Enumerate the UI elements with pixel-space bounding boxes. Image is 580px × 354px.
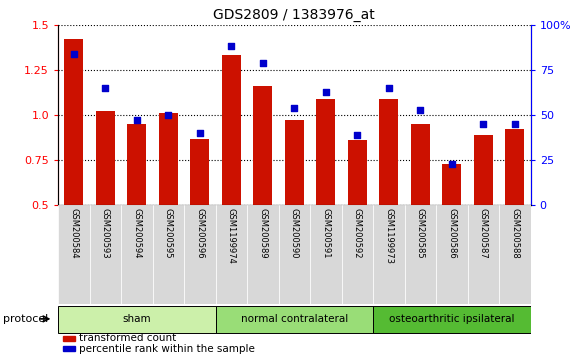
Bar xyxy=(64,39,83,205)
Point xyxy=(164,112,173,118)
Text: GSM200589: GSM200589 xyxy=(258,208,267,259)
Point xyxy=(353,132,362,138)
Bar xyxy=(247,205,278,304)
Bar xyxy=(96,112,115,205)
Text: GSM1199973: GSM1199973 xyxy=(385,208,393,264)
Bar xyxy=(499,205,531,304)
Bar xyxy=(278,205,310,304)
Text: GSM200586: GSM200586 xyxy=(447,208,456,259)
Text: sham: sham xyxy=(122,314,151,324)
Bar xyxy=(379,99,398,205)
Text: protocol: protocol xyxy=(3,314,48,324)
Text: GSM200596: GSM200596 xyxy=(195,208,204,259)
Point xyxy=(321,89,331,95)
Text: percentile rank within the sample: percentile rank within the sample xyxy=(79,343,255,354)
Bar xyxy=(222,56,241,205)
Bar xyxy=(436,205,467,304)
Text: GSM200584: GSM200584 xyxy=(69,208,78,259)
Bar xyxy=(373,306,531,333)
Bar xyxy=(63,346,75,351)
Bar xyxy=(285,120,304,205)
Point xyxy=(447,161,456,167)
Point xyxy=(416,107,425,113)
Text: GSM200588: GSM200588 xyxy=(510,208,520,259)
Point xyxy=(290,105,299,111)
Bar xyxy=(405,205,436,304)
Text: GSM200592: GSM200592 xyxy=(353,208,362,259)
Point xyxy=(258,60,267,65)
Bar xyxy=(190,138,209,205)
Bar xyxy=(216,306,373,333)
Point xyxy=(479,121,488,127)
Bar xyxy=(348,140,367,205)
Bar xyxy=(159,113,177,205)
Text: GSM200590: GSM200590 xyxy=(290,208,299,259)
Bar xyxy=(373,205,405,304)
Point xyxy=(384,85,393,91)
Bar xyxy=(128,124,146,205)
Bar xyxy=(58,306,216,333)
Bar xyxy=(63,336,75,341)
Point xyxy=(195,130,204,136)
Bar xyxy=(121,205,153,304)
Title: GDS2809 / 1383976_at: GDS2809 / 1383976_at xyxy=(213,8,375,22)
Text: GSM1199974: GSM1199974 xyxy=(227,208,236,264)
Text: GSM200591: GSM200591 xyxy=(321,208,331,259)
Point xyxy=(510,121,520,127)
Bar xyxy=(216,205,247,304)
Text: transformed count: transformed count xyxy=(79,333,176,343)
Bar xyxy=(506,130,524,205)
Bar xyxy=(310,205,342,304)
Point xyxy=(69,51,78,57)
Bar xyxy=(253,86,272,205)
Text: GSM200587: GSM200587 xyxy=(479,208,488,259)
Bar xyxy=(411,124,430,205)
Point xyxy=(132,118,142,123)
Text: GSM200595: GSM200595 xyxy=(164,208,173,259)
Bar xyxy=(153,205,184,304)
Bar xyxy=(89,205,121,304)
Text: GSM200593: GSM200593 xyxy=(101,208,110,259)
Bar xyxy=(184,205,216,304)
Bar xyxy=(467,205,499,304)
Text: osteoarthritic ipsilateral: osteoarthritic ipsilateral xyxy=(389,314,514,324)
Bar xyxy=(474,135,493,205)
Point xyxy=(227,44,236,49)
Point xyxy=(101,85,110,91)
Text: normal contralateral: normal contralateral xyxy=(241,314,348,324)
Text: GSM200594: GSM200594 xyxy=(132,208,142,259)
Text: GSM200585: GSM200585 xyxy=(416,208,425,259)
Bar xyxy=(58,205,89,304)
Bar xyxy=(443,164,461,205)
Bar xyxy=(342,205,373,304)
Bar xyxy=(317,99,335,205)
